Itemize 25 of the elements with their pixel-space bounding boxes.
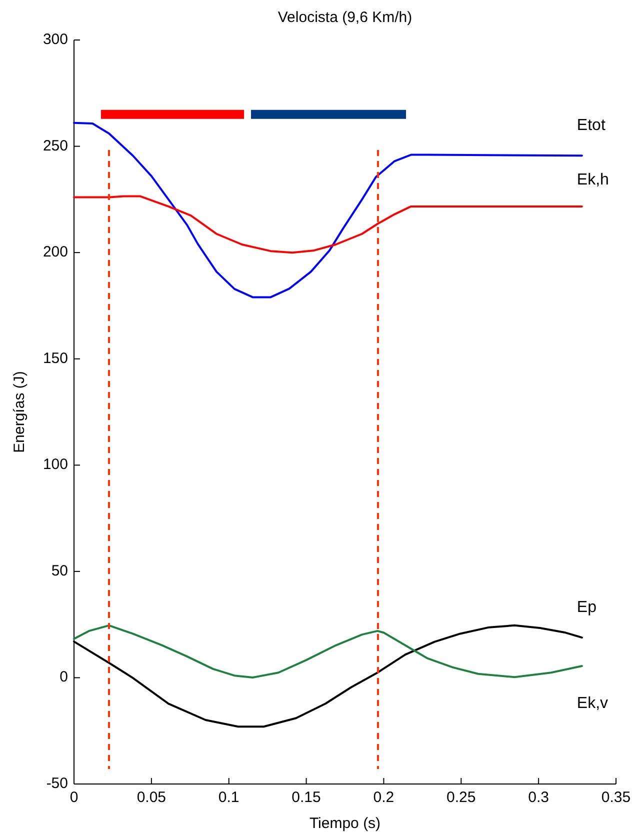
x-tick-label: 0.35 [601, 789, 631, 806]
line-series [73, 624, 583, 678]
y-tick-label: 50 [51, 562, 68, 580]
series-label: Etot [576, 116, 606, 134]
series-label: Ek,v [576, 695, 608, 712]
x-tick-label: 0.1 [218, 789, 240, 806]
chart-title: Velocista (9,6 Km/h) [278, 9, 412, 26]
y-tick-label: 250 [42, 137, 68, 154]
x-tick-label: 0 [70, 789, 78, 806]
y-tick-label: 150 [42, 350, 68, 367]
y-tick-label: 100 [42, 456, 68, 474]
x-tick-label: 0.05 [136, 789, 166, 806]
x-tick-label: 0.2 [373, 789, 394, 806]
y-tick-label: 200 [42, 244, 68, 261]
y-tick-label: -50 [46, 774, 68, 792]
x-tick-label: 0.15 [292, 789, 321, 806]
series-label: Ep [576, 598, 597, 616]
line-series [73, 195, 583, 254]
y-axis-title: Energías (J) [11, 371, 28, 453]
x-tick-label: 0.25 [446, 789, 476, 806]
x-axis-title: Tiempo (s) [309, 815, 381, 832]
y-tick-label: 300 [42, 30, 68, 48]
x-tick-label: 0.3 [528, 789, 549, 806]
y-tick-label: 0 [60, 668, 68, 686]
series-label: Ek,h [576, 172, 609, 189]
